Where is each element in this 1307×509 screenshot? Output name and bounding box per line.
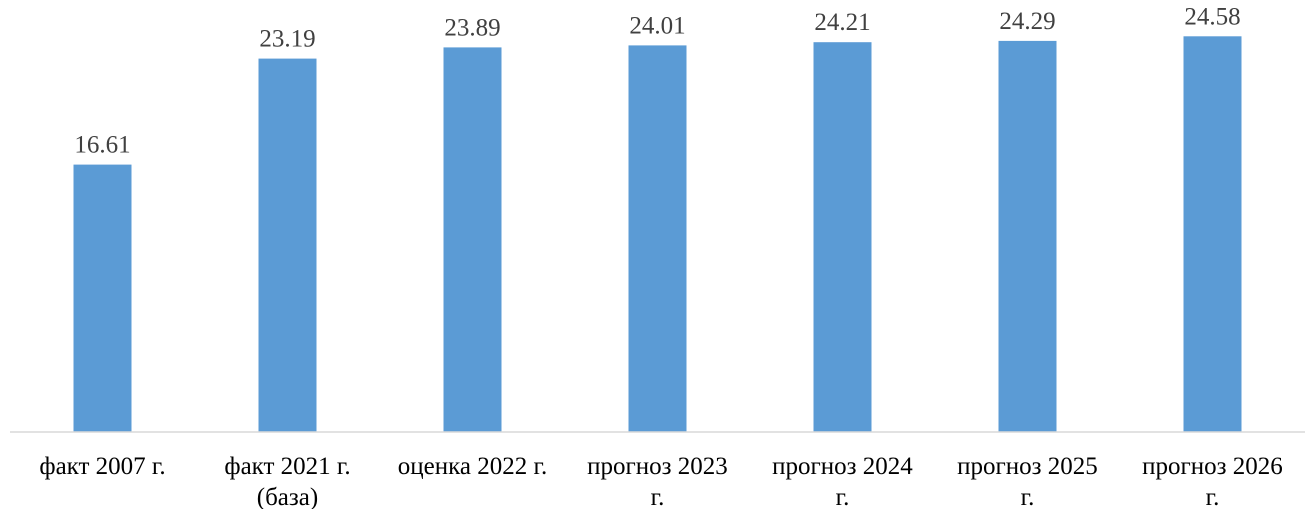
x-tick-label-2: оценка 2022 г. — [398, 453, 547, 480]
value-label-3: 24.01 — [629, 12, 685, 39]
bar-6 — [1183, 36, 1242, 433]
value-label-1: 23.19 — [259, 26, 315, 53]
x-tick-label-1-line-0: факт 2021 г. — [224, 453, 350, 480]
x-tick-label-5-line-0: прогноз 2025 — [957, 453, 1098, 480]
bar-1 — [258, 58, 317, 432]
x-tick-label-1-line-1: (база) — [257, 484, 318, 509]
x-tick-labels-group: факт 2007 г. факт 2021 г. (база) оценка 202… — [39, 453, 1282, 509]
bar-2 — [443, 47, 502, 433]
value-label-5: 24.29 — [999, 8, 1055, 35]
x-tick-label-3-line-0: прогноз 2023 — [587, 453, 728, 480]
value-label-0: 16.61 — [74, 132, 130, 159]
value-label-4: 24.21 — [814, 9, 870, 36]
x-tick-label-6-line-1: г. — [1206, 484, 1220, 509]
x-tick-label-6-line-0: прогноз 2026 — [1142, 453, 1283, 480]
x-tick-label-0: факт 2007 г. — [39, 453, 165, 480]
x-tick-label-4-line-0: прогноз 2024 — [772, 453, 913, 480]
bar-0 — [73, 164, 132, 432]
x-tick-label-4-line-1: г. — [836, 484, 850, 509]
bars-group — [73, 36, 1242, 433]
value-label-2: 23.89 — [444, 14, 500, 41]
value-label-6: 24.58 — [1184, 3, 1240, 30]
bar-3 — [628, 45, 687, 433]
value-labels-group: 16.61 23.19 23.89 24.01 24.21 24.29 24.58 — [74, 3, 1240, 158]
x-tick-label-5-line-1: г. — [1021, 484, 1035, 509]
bar-4 — [813, 42, 872, 432]
x-tick-label-3-line-1: г. — [651, 484, 665, 509]
bar-5 — [998, 40, 1057, 433]
